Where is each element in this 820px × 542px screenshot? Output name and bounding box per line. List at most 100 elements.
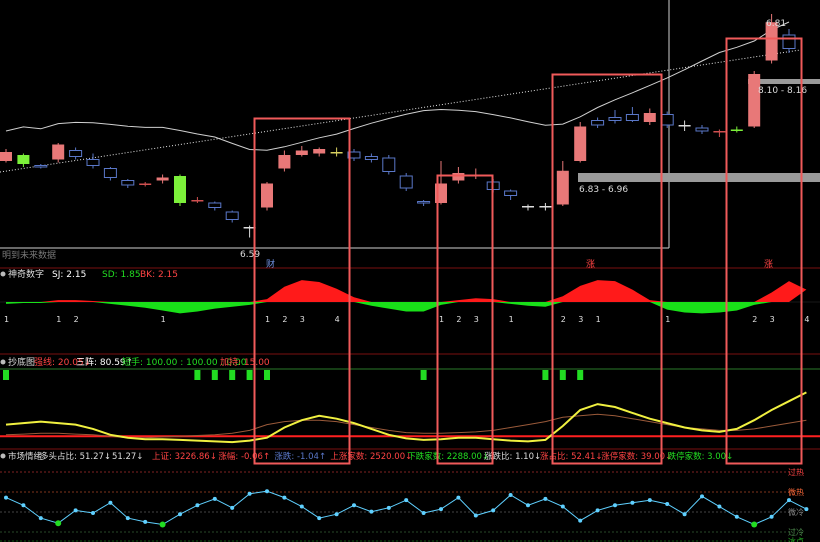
magic-number-panel: 神奇数字 SJ: 2.15 SD: 1.85 BK: 2.15 1 1 2 1 1 2 3 4… (0, 268, 820, 324)
count-label: 1 (596, 315, 601, 324)
resistance-band (748, 79, 820, 84)
count-label: 3 (474, 315, 479, 324)
candle-body (399, 175, 413, 189)
candle-body (695, 127, 709, 132)
candle-body (243, 227, 256, 229)
sentiment-point (369, 509, 374, 514)
panel3-legend: 多头占比: 51.27↓: 51.27↓ 上证: 3226.86↓ 涨幅: -0.0… (40, 451, 733, 462)
green-signal-bar (246, 370, 253, 380)
panel3-legend-item: 上涨家数: 2520.00↓ (330, 451, 412, 462)
count-label: 2 (752, 315, 757, 324)
highlight-box-1 (253, 117, 351, 465)
panel2-series (0, 370, 820, 444)
candle-body (17, 155, 30, 164)
candle-body (295, 150, 308, 155)
sentiment-point (230, 505, 235, 510)
sentiment-point (21, 503, 26, 508)
highlight-boxes (253, 37, 803, 465)
candle-body (452, 173, 465, 181)
sentiment-point (595, 508, 600, 513)
sentiment-point (665, 502, 670, 506)
panel2-settings-icon[interactable] (0, 359, 6, 365)
count-labels: 1 1 2 1 1 2 3 4 1 2 3 1 2 3 1 1 2 3 4 (4, 315, 809, 324)
panel3-legend-item: 跌停家数: 3.00↓ (668, 451, 734, 462)
count-label: 1 (665, 315, 670, 324)
bottom-fishing-panel: 抄底图 强线: 20.05↓ 三阵: 80.59↑ 短手: 100.00 : 1… (0, 356, 820, 444)
panel1-legend-sj: SJ: 2.15 (52, 270, 86, 280)
candle-body (625, 114, 639, 121)
panel2-legend-three: 三阵: 80.59↑ (76, 356, 133, 368)
candle-body (748, 74, 761, 127)
sentiment-point (282, 495, 287, 500)
candle-body (139, 183, 152, 185)
green-signal-bar (211, 370, 218, 380)
panel2-legend-strong: 强线: 20.05↓ (34, 356, 91, 368)
panel1-settings-icon[interactable] (0, 271, 6, 277)
level-label: 冰点 (788, 536, 804, 542)
sentiment-point (647, 498, 652, 503)
panel3-legend-item: 多头占比: 51.27↓ (40, 451, 111, 462)
sentiment-point (38, 516, 43, 521)
sentiment-point (508, 493, 513, 498)
sentiment-point (352, 503, 356, 508)
sentiment-point (700, 494, 704, 499)
count-label: 3 (578, 315, 583, 324)
candle-body (261, 183, 273, 208)
candle-body (174, 176, 186, 203)
count-label: 2 (561, 315, 566, 324)
count-label: 3 (300, 315, 305, 324)
sentiment-point (787, 498, 791, 503)
sentiment-point (578, 518, 583, 523)
panel2-legend-hold: 加持: 15.00 (220, 356, 270, 368)
candle-body (313, 149, 326, 154)
green-signal-bar (264, 370, 270, 380)
candle-body (660, 114, 674, 126)
panel3-legend-item: : 51.27↓ (106, 452, 143, 462)
oscillator-area (0, 280, 820, 314)
sentiment-point (473, 513, 478, 518)
candle-body (34, 165, 48, 168)
highlight-box-3 (551, 73, 663, 465)
candle-body (417, 201, 431, 204)
sentiment-point (804, 507, 809, 512)
candle-body (121, 180, 135, 186)
count-label: 2 (456, 315, 461, 324)
sentiment-point (143, 519, 148, 524)
sentiment-point (108, 500, 113, 505)
sentiment-point (73, 508, 78, 513)
candle-body (86, 159, 100, 166)
green-signal-bar (3, 370, 9, 380)
candle-body (52, 144, 65, 160)
candle-body (574, 126, 587, 161)
sentiment-point (560, 504, 565, 509)
count-label: 1 (509, 315, 514, 324)
sentiment-point (212, 496, 217, 501)
sentiment-point (613, 503, 617, 508)
moving-average-line (5, 21, 790, 151)
candle-body (504, 190, 518, 196)
candle-body (713, 131, 726, 133)
sentiment-point (734, 514, 739, 519)
sentiment-point (491, 508, 496, 513)
candle-body (522, 206, 534, 208)
sentiment-point (247, 491, 252, 496)
level-label: 过热 (788, 467, 804, 477)
candle-body (765, 22, 778, 61)
sentiment-point (682, 512, 687, 517)
sentiment-point (404, 498, 409, 503)
panel1-legend-sd: SD: 1.85 (102, 270, 141, 280)
panel3-settings-icon[interactable] (0, 453, 6, 459)
sentiment-point (630, 500, 635, 505)
candle-body (191, 200, 204, 202)
candle-body (364, 156, 378, 160)
candle-body (730, 129, 743, 131)
sentiment-point (543, 496, 548, 501)
market-sentiment-panel: 市场情绪 多头占比: 51.27↓: 51.27↓ 上证: 3226.86↓ 涨幅:… (0, 451, 809, 542)
panel3-legend-item: 涨跌比: 1.10↓ (484, 451, 541, 462)
panel3-legend-item: 涨幅: -0.06↑ (218, 451, 270, 462)
sentiment-point (717, 504, 722, 509)
sentiment-point (751, 521, 758, 528)
sentiment-point (769, 514, 774, 519)
